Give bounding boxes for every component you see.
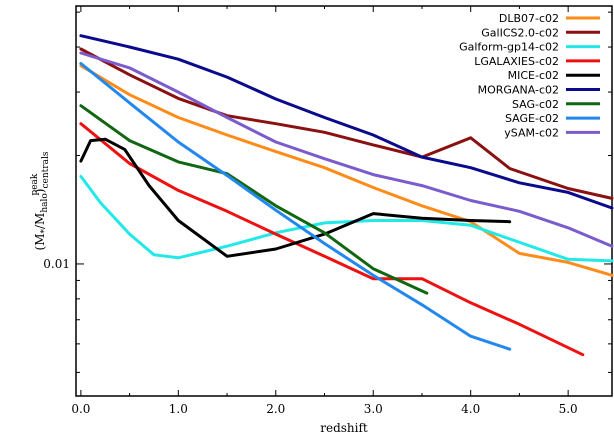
legend-label: SAG-c02 [512,98,559,111]
series-line-0 [79,64,614,277]
series-line-7 [79,62,512,351]
x-tick-label: 1.0 [169,402,188,416]
legend-label: MORGANA-c02 [478,84,559,97]
series-line-3 [79,122,585,357]
series-line-8 [79,51,614,248]
x-tick-label: 2.0 [266,402,285,416]
y-tick-label: 0.01 [43,257,70,271]
series-line-5 [79,34,614,210]
legend-label: GalICS2.0-c02 [481,26,559,39]
x-tick-label: 4.0 [461,402,480,416]
legend-label: DLB07-c02 [499,12,559,25]
series-line-1 [79,47,614,200]
y-axis-ticks: 0.01 [43,11,612,373]
x-tick-label: 0.0 [71,402,90,416]
legend-label: ySAM-c02 [504,126,559,139]
legend-label: MICE-c02 [508,69,559,82]
x-tick-label: 5.0 [559,402,578,416]
plot-frame [75,5,613,397]
series-line-4 [79,137,512,258]
legend-label: LGALAXIES-c02 [474,55,559,68]
plot-lines [79,34,614,357]
legend-label: SAGE-c02 [505,112,559,125]
y-axis-label: (M*/Mhalo)centralspeak [30,151,51,250]
x-tick-label: 3.0 [364,402,383,416]
series-line-6 [79,104,429,295]
x-axis-label: redshift [320,421,368,435]
x-axis-ticks: 0.0 1.0 2.0 3.0 4.0 5.0 [71,6,578,416]
legend-label: Galform-gp14-c02 [459,41,559,54]
